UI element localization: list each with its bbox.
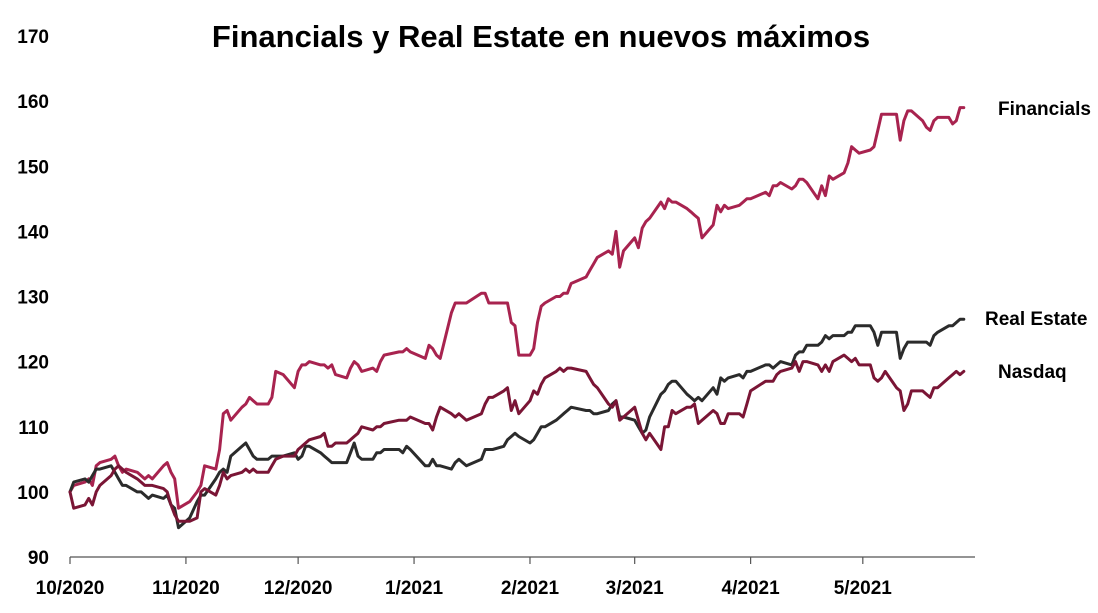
y-tick-label: 160	[17, 92, 49, 113]
series-label-real-estate: Real Estate	[985, 309, 1087, 330]
y-tick-label: 110	[18, 418, 49, 439]
x-tick-label: 1/2021	[385, 578, 444, 599]
y-tick-label: 170	[17, 27, 49, 48]
y-tick-label: 120	[17, 353, 49, 374]
y-tick-label: 150	[17, 157, 49, 178]
x-tick-label: 12/2020	[264, 578, 333, 599]
chart-title: Financials y Real Estate en nuevos máxim…	[212, 19, 870, 54]
y-tick-label: 90	[28, 548, 49, 569]
y-tick-label: 140	[17, 222, 49, 243]
series-lines	[68, 106, 966, 530]
series-labels: Financials Real Estate Nasdaq	[985, 99, 1091, 383]
x-tick-label: 5/2021	[834, 578, 893, 599]
x-tick-label: 10/2020	[36, 578, 105, 599]
x-tick-label: 4/2021	[722, 578, 781, 599]
x-tick-label: 11/2020	[152, 578, 220, 599]
y-axis-ticks: 90 100 110 120 130 140 150 160 170	[17, 27, 49, 569]
series-line-financials	[68, 106, 966, 510]
series-line-nasdaq	[68, 353, 966, 523]
series-line-real-estate	[68, 317, 966, 530]
series-label-financials: Financials	[998, 99, 1091, 120]
series-label-nasdaq: Nasdaq	[998, 362, 1067, 383]
x-axis-ticks: 10/2020 11/2020 12/2020 1/2021 2/2021 3/2021 4…	[36, 557, 893, 599]
x-tick-label: 3/2021	[606, 578, 665, 599]
y-tick-label: 130	[17, 288, 49, 309]
y-tick-label: 100	[17, 483, 49, 504]
x-tick-label: 2/2021	[501, 578, 560, 599]
